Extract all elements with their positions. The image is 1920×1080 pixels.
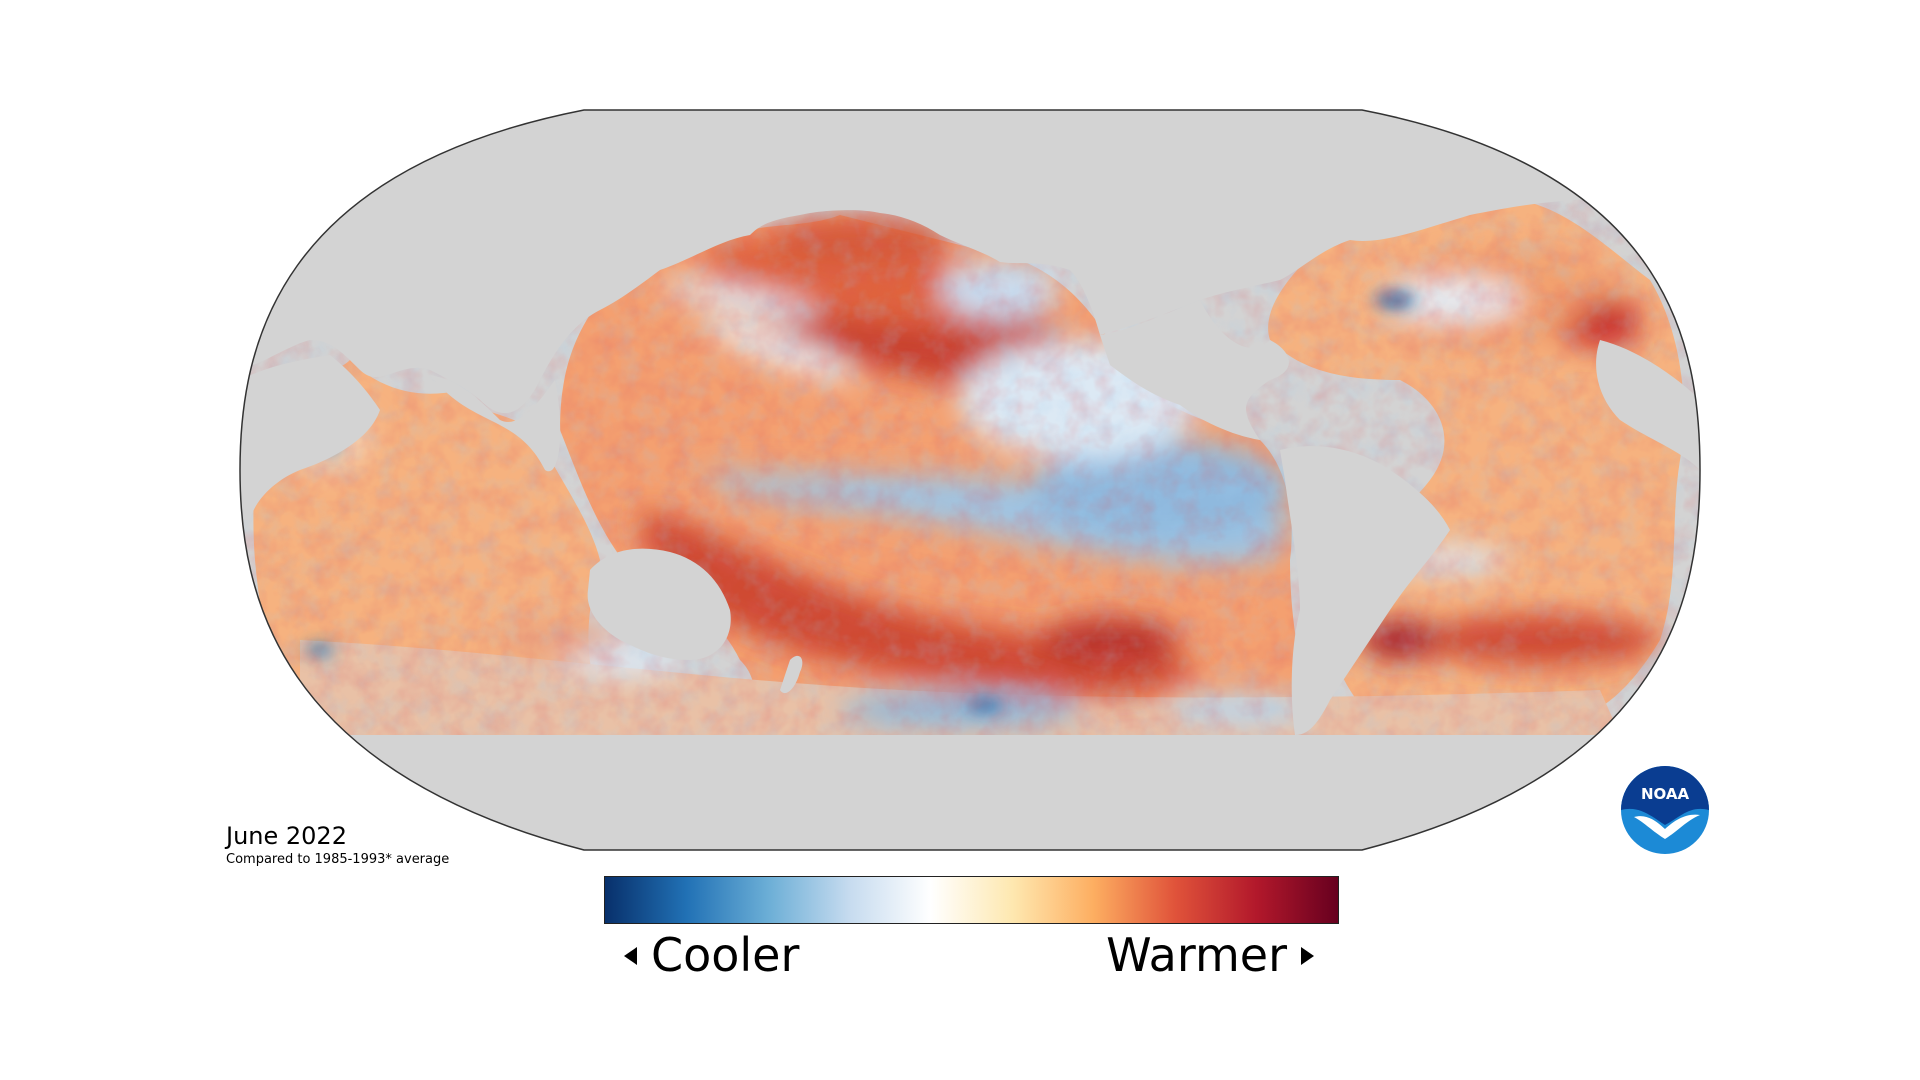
ocean-anomaly-layer bbox=[240, 110, 1700, 850]
map-caption: June 2022 Compared to 1985-1993* average bbox=[226, 822, 449, 868]
map-border bbox=[239, 109, 1701, 851]
arrow-right-icon bbox=[1301, 946, 1314, 965]
legend-cooler-label: Cooler bbox=[651, 928, 800, 982]
map-date: June 2022 bbox=[226, 822, 347, 850]
legend-warmer: Warmer bbox=[1106, 928, 1314, 982]
noaa-logo: NOAA bbox=[1621, 766, 1709, 854]
continents bbox=[240, 110, 1700, 850]
map-baseline-note: Compared to 1985-1993* average bbox=[226, 852, 450, 867]
legend-warmer-label: Warmer bbox=[1106, 928, 1287, 982]
legend-cooler: Cooler bbox=[624, 928, 799, 982]
noaa-logo-text: NOAA bbox=[1641, 785, 1690, 803]
color-scale-bar bbox=[604, 876, 1339, 924]
arrow-left-icon bbox=[624, 946, 637, 965]
